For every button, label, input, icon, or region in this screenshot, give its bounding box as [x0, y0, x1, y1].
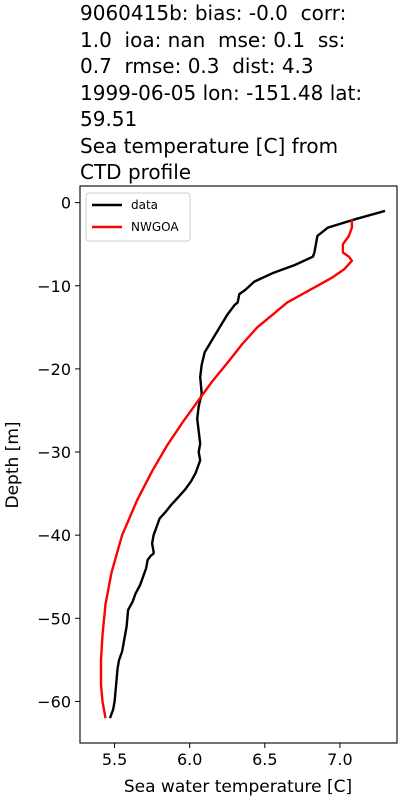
y-tick-label: −20: [37, 360, 71, 379]
title-line: 1.0 ioa: nan mse: 0.1 ss:: [80, 27, 346, 52]
chart-title: 9060415b: bias: -0.0 corr: 1.0 ioa: nan m…: [80, 0, 396, 186]
y-ticks: 0 −10 −20 −30 −40 −50 −60: [37, 194, 80, 711]
x-tick-label: 7.0: [327, 750, 352, 769]
y-tick-label: −60: [37, 692, 71, 711]
title-line: CTD profile: [80, 160, 192, 184]
y-tick-label: 0: [61, 194, 71, 213]
title-line: 59.51: [80, 107, 138, 131]
y-tick-label: −40: [37, 526, 71, 545]
x-axis-label: Sea water temperature [C]: [124, 777, 352, 797]
y-axis-label: Depth [m]: [3, 421, 23, 508]
series-line-nwgoa: [99, 219, 354, 719]
series-line-data: [108, 209, 386, 719]
legend: data NWGOA: [85, 192, 191, 242]
x-tick-label: 5.5: [102, 750, 127, 769]
plot-frame: [79, 185, 398, 744]
series-lines: [99, 209, 386, 719]
legend-label: data: [131, 198, 158, 212]
x-ticks: 5.5 6.0 6.5 7.0: [102, 743, 353, 769]
legend-label: NWGOA: [131, 220, 179, 234]
title-line: Sea temperature [C] from: [80, 133, 339, 158]
y-tick-label: −50: [37, 609, 71, 628]
y-tick-label: −10: [37, 277, 71, 296]
y-tick-label: −30: [37, 443, 71, 462]
x-tick-label: 6.0: [177, 750, 202, 769]
title-line: 0.7 rmse: 0.3 dist: 4.3: [80, 54, 314, 78]
title-line: 9060415b: bias: -0.0 corr:: [80, 1, 347, 25]
title-line: 1999-06-05 lon: -151.48 lat:: [80, 80, 363, 105]
x-tick-label: 6.5: [252, 750, 277, 769]
